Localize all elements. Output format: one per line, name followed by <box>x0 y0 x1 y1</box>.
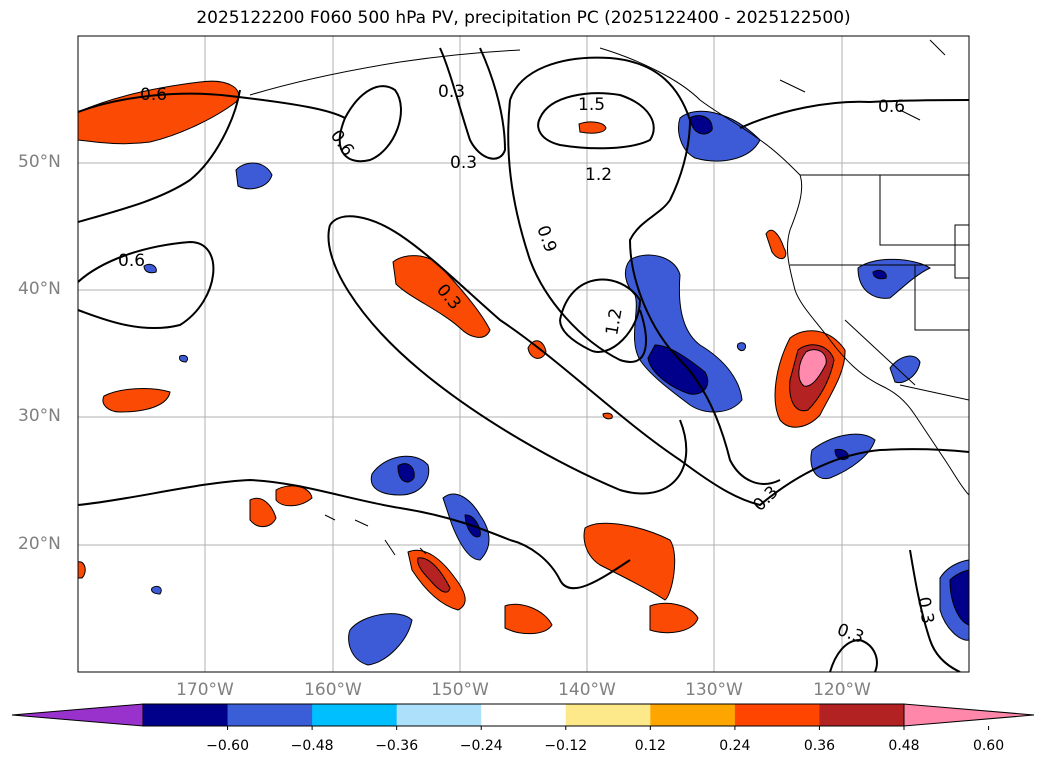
colorbar-tick-label: −0.48 <box>290 738 334 754</box>
lon-label: 160°W <box>304 680 362 700</box>
contour-label: 0.3 <box>450 153 477 173</box>
lon-label: 150°W <box>431 680 489 700</box>
pv-contours <box>78 47 969 672</box>
colorbar-tick-label: −0.36 <box>375 738 419 754</box>
colorbar-tick-label: 0.48 <box>888 738 920 754</box>
colorbar-tick-label: −0.60 <box>206 738 249 754</box>
colorbar-tick-label: −0.12 <box>544 738 588 754</box>
contour-label: 1.2 <box>602 307 626 337</box>
contour-label: 0.6 <box>878 97 905 117</box>
coastlines <box>249 39 969 556</box>
positive-precip-anomalies <box>78 80 846 635</box>
lon-label: 170°W <box>176 680 234 700</box>
contour-label: 0.6 <box>140 85 167 105</box>
lat-label: 30°N <box>18 406 61 426</box>
colorbar-tick-label: 0.12 <box>634 738 666 754</box>
lat-label: 50°N <box>18 152 61 172</box>
lon-label: 120°W <box>813 680 871 700</box>
contour-label: 0.3 <box>438 82 465 102</box>
lon-label: 140°W <box>558 680 616 700</box>
map-title: 2025122200 F060 500 hPa PV, precipitatio… <box>196 8 851 28</box>
contour-label: 1.2 <box>585 165 612 185</box>
contour-label: 0.6 <box>118 251 145 271</box>
colorbar-tick-label: −0.24 <box>459 738 503 754</box>
lon-label: 130°W <box>685 680 743 700</box>
lat-label: 20°N <box>18 534 61 554</box>
colorbar-tick-label: 0.36 <box>803 738 836 754</box>
negative-precip-anomalies <box>143 110 969 666</box>
colorbar-tick-label: 0.24 <box>719 738 751 754</box>
contour-label: 1.5 <box>578 95 605 115</box>
lat-label: 40°N <box>18 279 61 299</box>
contour-labels: 0.6 0.3 0.6 0.3 1.5 1.2 0.6 0.9 0.6 0.3 … <box>118 82 937 648</box>
map-frame <box>77 35 970 673</box>
contour-label: 0.3 <box>913 595 937 625</box>
colorbar-tick-label: 0.60 <box>972 738 1005 754</box>
